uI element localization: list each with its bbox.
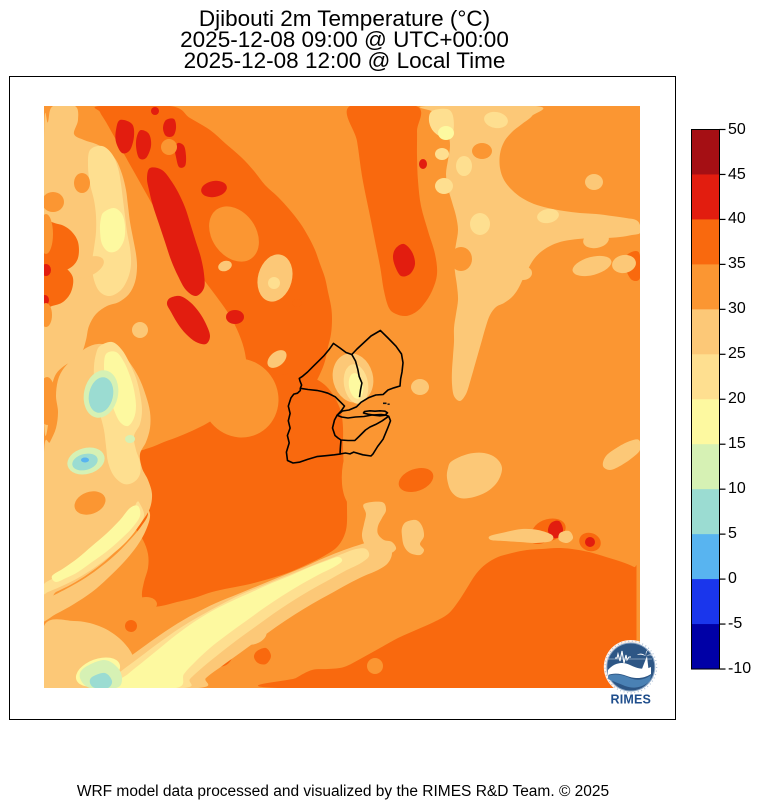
svg-text:RIMES: RIMES	[611, 693, 652, 707]
